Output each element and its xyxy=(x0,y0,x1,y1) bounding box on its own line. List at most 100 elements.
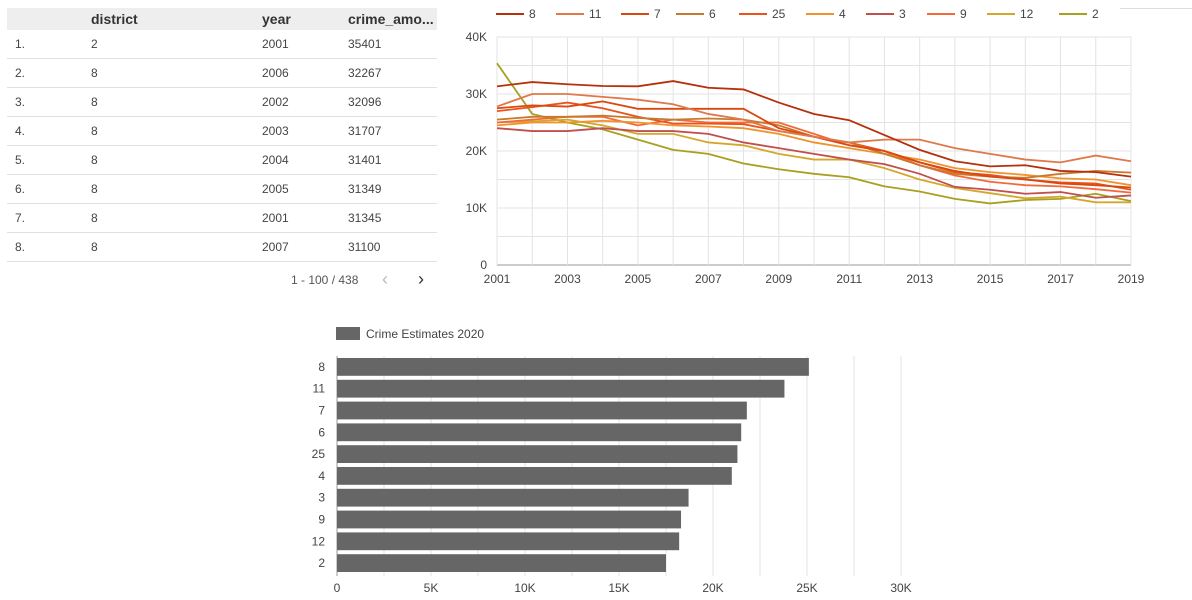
legend-label: 25 xyxy=(772,7,786,21)
series-line-11[interactable] xyxy=(496,93,1132,164)
legend-label: 8 xyxy=(529,7,536,21)
table-row[interactable]: 2. 8 2006 32267 xyxy=(7,59,437,88)
table-row[interactable]: 8. 8 2007 31100 xyxy=(7,233,437,262)
series-line-3[interactable] xyxy=(496,127,1132,199)
x-tick-label: 2003 xyxy=(554,272,581,286)
series-line-12[interactable] xyxy=(496,118,1131,204)
series-line-9[interactable] xyxy=(496,115,1132,194)
cell-crime-amount: 31349 xyxy=(348,182,382,196)
cell-year: 2001 xyxy=(262,37,289,51)
row-index: 4. xyxy=(15,124,26,138)
bar-11[interactable] xyxy=(337,379,785,398)
cell-year: 2007 xyxy=(262,240,289,254)
table-row[interactable]: 5. 8 2004 31401 xyxy=(7,146,437,175)
bar-chart-legend[interactable]: Crime Estimates 2020 xyxy=(336,327,484,341)
bar-4[interactable] xyxy=(337,467,732,485)
line-series-group xyxy=(496,62,1132,205)
crime-table: district year crime_amo... 1. 2 2001 35401 2… xyxy=(7,8,437,289)
x-tick-label: 5K xyxy=(424,581,439,595)
line-chart-grid xyxy=(496,36,1132,266)
table-row[interactable]: 3. 8 2002 32096 xyxy=(7,88,437,117)
cell-crime-amount: 31345 xyxy=(348,211,382,225)
x-tick-label: 2017 xyxy=(1047,272,1074,286)
x-tick-label: 2007 xyxy=(695,272,722,286)
bar-9[interactable] xyxy=(337,510,682,529)
table-row[interactable]: 4. 8 2003 31707 xyxy=(7,117,437,146)
top-divider xyxy=(1120,8,1192,9)
column-header-district[interactable]: district xyxy=(91,11,138,27)
table-row[interactable]: 7. 8 2001 31345 xyxy=(7,204,437,233)
cell-crime-amount: 31401 xyxy=(348,153,382,167)
legend-label: 9 xyxy=(960,7,967,21)
bar-12[interactable] xyxy=(337,532,680,551)
legend-item-11[interactable]: 11 xyxy=(556,7,602,21)
cell-district: 8 xyxy=(91,124,98,138)
y-tick-label: 0 xyxy=(480,258,487,272)
x-tick-label: 2009 xyxy=(765,272,792,286)
chevron-right-icon[interactable]: › xyxy=(418,269,424,289)
legend-label: 6 xyxy=(709,7,716,21)
legend-swatch xyxy=(336,327,360,340)
legend-label: 2 xyxy=(1092,7,1099,21)
x-tick-label: 15K xyxy=(608,581,629,595)
column-header-year[interactable]: year xyxy=(262,11,291,27)
bar-7[interactable] xyxy=(337,401,747,420)
row-index: 1. xyxy=(15,37,26,51)
y-category-label: 7 xyxy=(318,404,325,418)
line-chart-legend: 8 11 7 6 25 4 3 9 12 2 xyxy=(496,7,1099,21)
x-tick-label: 2015 xyxy=(977,272,1004,286)
cell-district: 8 xyxy=(91,153,98,167)
series-line-2[interactable] xyxy=(496,62,1132,205)
cell-crime-amount: 31100 xyxy=(348,240,381,254)
x-tick-label: 2011 xyxy=(836,272,862,286)
legend-item-2[interactable]: 2 xyxy=(1059,7,1099,21)
y-tick-label: 20K xyxy=(466,144,487,158)
cell-district: 8 xyxy=(91,182,98,196)
cell-district: 8 xyxy=(91,240,98,254)
cell-year: 2002 xyxy=(262,95,289,109)
bar-2[interactable] xyxy=(337,554,666,572)
bar-6[interactable] xyxy=(337,423,742,442)
table-row[interactable]: 1. 2 2001 35401 xyxy=(7,30,437,59)
table-pagination: 1 - 100 / 438 ‹ › xyxy=(7,269,437,291)
bar-25[interactable] xyxy=(337,445,738,463)
bar-chart: 0 5K 10K 15K 20K 25K 30K 8 11 7 6 25 4 3 9 12 2 Crime Est… xyxy=(312,327,912,595)
legend-item-12[interactable]: 12 xyxy=(987,7,1034,21)
y-category-label: 12 xyxy=(312,534,326,548)
legend-item-8[interactable]: 8 xyxy=(496,7,536,21)
legend-label: 7 xyxy=(654,7,661,21)
cell-district: 8 xyxy=(91,211,98,225)
row-index: 3. xyxy=(15,95,26,109)
series-line-4[interactable] xyxy=(496,119,1132,187)
legend-item-9[interactable]: 9 xyxy=(927,7,967,21)
y-tick-label: 10K xyxy=(466,201,487,215)
series-line-8[interactable] xyxy=(496,80,1132,178)
bar-8[interactable] xyxy=(337,358,809,376)
y-category-label: 2 xyxy=(318,556,325,570)
legend-item-3[interactable]: 3 xyxy=(866,7,906,21)
y-tick-label: 30K xyxy=(466,87,487,101)
row-index: 6. xyxy=(15,182,26,196)
y-category-label: 9 xyxy=(318,513,325,527)
y-category-label: 3 xyxy=(318,491,325,505)
x-tick-label: 2001 xyxy=(484,272,511,286)
chevron-left-icon[interactable]: ‹ xyxy=(382,269,388,289)
x-tick-label: 10K xyxy=(514,581,535,595)
x-tick-label: 30K xyxy=(890,581,911,595)
row-index: 8. xyxy=(15,240,26,254)
legend-item-7[interactable]: 7 xyxy=(621,7,661,21)
table-row[interactable]: 6. 8 2005 31349 xyxy=(7,175,437,204)
legend-label: 3 xyxy=(899,7,906,21)
column-header-crime-amount[interactable]: crime_amo... xyxy=(348,11,434,27)
legend-label: 12 xyxy=(1020,7,1034,21)
legend-item-25[interactable]: 25 xyxy=(739,7,786,21)
cell-crime-amount: 31707 xyxy=(348,124,382,138)
legend-item-6[interactable]: 6 xyxy=(676,7,716,21)
bar-series-group xyxy=(337,358,809,572)
legend-item-4[interactable]: 4 xyxy=(806,7,846,21)
bar-3[interactable] xyxy=(337,488,689,507)
x-tick-label: 25K xyxy=(796,581,817,595)
cell-year: 2003 xyxy=(262,124,289,138)
cell-year: 2005 xyxy=(262,182,289,196)
y-category-label: 4 xyxy=(318,469,325,483)
